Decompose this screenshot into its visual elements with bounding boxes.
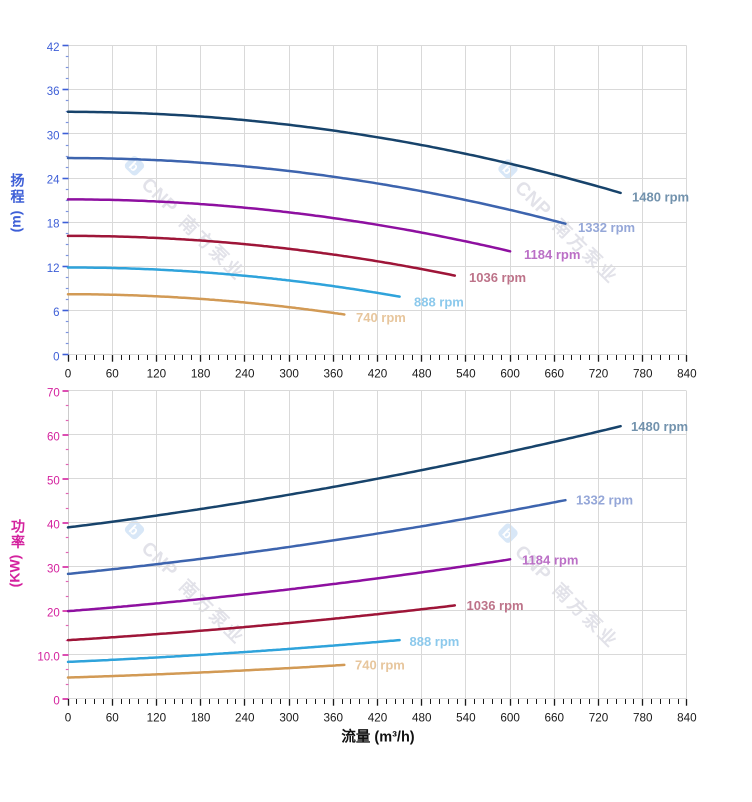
svg-text:720: 720 bbox=[589, 367, 609, 380]
svg-text:600: 600 bbox=[500, 711, 520, 724]
svg-text:420: 420 bbox=[368, 367, 388, 380]
svg-text:30: 30 bbox=[47, 130, 60, 142]
svg-text:1036 rpm: 1036 rpm bbox=[469, 270, 526, 285]
svg-text:720: 720 bbox=[589, 711, 609, 724]
svg-text:扬: 扬 bbox=[11, 173, 25, 189]
svg-text:300: 300 bbox=[279, 711, 299, 724]
svg-text:60: 60 bbox=[47, 431, 60, 443]
svg-text:率: 率 bbox=[11, 534, 25, 550]
svg-text:1184 rpm: 1184 rpm bbox=[524, 247, 580, 262]
svg-text:60: 60 bbox=[106, 711, 120, 724]
svg-text:888 rpm: 888 rpm bbox=[410, 634, 460, 649]
svg-text:24: 24 bbox=[47, 175, 60, 187]
svg-text:42: 42 bbox=[47, 42, 60, 54]
svg-text:840: 840 bbox=[677, 711, 697, 724]
svg-text:1480 rpm: 1480 rpm bbox=[632, 190, 689, 205]
svg-text:780: 780 bbox=[633, 711, 653, 724]
svg-text:40: 40 bbox=[47, 519, 60, 531]
svg-text:功: 功 bbox=[11, 519, 25, 535]
svg-text:840: 840 bbox=[677, 367, 697, 380]
svg-text:180: 180 bbox=[191, 367, 211, 380]
svg-text:120: 120 bbox=[147, 367, 167, 380]
svg-text:6: 6 bbox=[53, 307, 59, 319]
svg-text:420: 420 bbox=[368, 711, 388, 724]
svg-text:(KW): (KW) bbox=[7, 555, 23, 588]
svg-text:12: 12 bbox=[47, 263, 60, 275]
svg-text:660: 660 bbox=[545, 367, 565, 380]
svg-text:740 rpm: 740 rpm bbox=[356, 310, 406, 325]
svg-text:50: 50 bbox=[47, 475, 60, 487]
svg-text:30: 30 bbox=[47, 563, 60, 575]
svg-text:480: 480 bbox=[412, 367, 432, 380]
svg-text:0: 0 bbox=[53, 351, 59, 363]
svg-text:120: 120 bbox=[147, 711, 167, 724]
svg-text:240: 240 bbox=[235, 367, 255, 380]
svg-text:180: 180 bbox=[191, 711, 211, 724]
svg-text:480: 480 bbox=[412, 711, 432, 724]
svg-text:240: 240 bbox=[235, 711, 255, 724]
svg-text:740 rpm: 740 rpm bbox=[355, 658, 405, 673]
svg-text:360: 360 bbox=[324, 367, 344, 380]
svg-text:(m): (m) bbox=[8, 211, 24, 233]
svg-text:1184 rpm: 1184 rpm bbox=[522, 553, 578, 568]
svg-text:1332 rpm: 1332 rpm bbox=[576, 493, 633, 508]
svg-text:888 rpm: 888 rpm bbox=[414, 295, 464, 310]
svg-text:540: 540 bbox=[456, 711, 476, 724]
svg-text:780: 780 bbox=[633, 367, 653, 380]
svg-text:程: 程 bbox=[11, 189, 25, 205]
svg-text:70: 70 bbox=[47, 387, 60, 399]
svg-text:流量 (m³/h): 流量 (m³/h) bbox=[341, 728, 414, 746]
svg-text:600: 600 bbox=[500, 367, 520, 380]
svg-text:0: 0 bbox=[53, 695, 59, 707]
svg-text:1480 rpm: 1480 rpm bbox=[631, 419, 688, 434]
svg-text:36: 36 bbox=[47, 86, 60, 98]
svg-text:20: 20 bbox=[47, 607, 60, 619]
svg-text:0: 0 bbox=[65, 711, 72, 724]
svg-text:0: 0 bbox=[65, 367, 72, 380]
svg-text:540: 540 bbox=[456, 367, 476, 380]
svg-text:60: 60 bbox=[106, 367, 120, 380]
svg-text:660: 660 bbox=[545, 711, 565, 724]
svg-text:10.0: 10.0 bbox=[37, 651, 59, 663]
svg-text:18: 18 bbox=[47, 219, 60, 231]
svg-text:1036 rpm: 1036 rpm bbox=[467, 598, 524, 613]
svg-text:1332 rpm: 1332 rpm bbox=[578, 220, 635, 235]
svg-text:300: 300 bbox=[279, 367, 299, 380]
svg-text:360: 360 bbox=[324, 711, 344, 724]
